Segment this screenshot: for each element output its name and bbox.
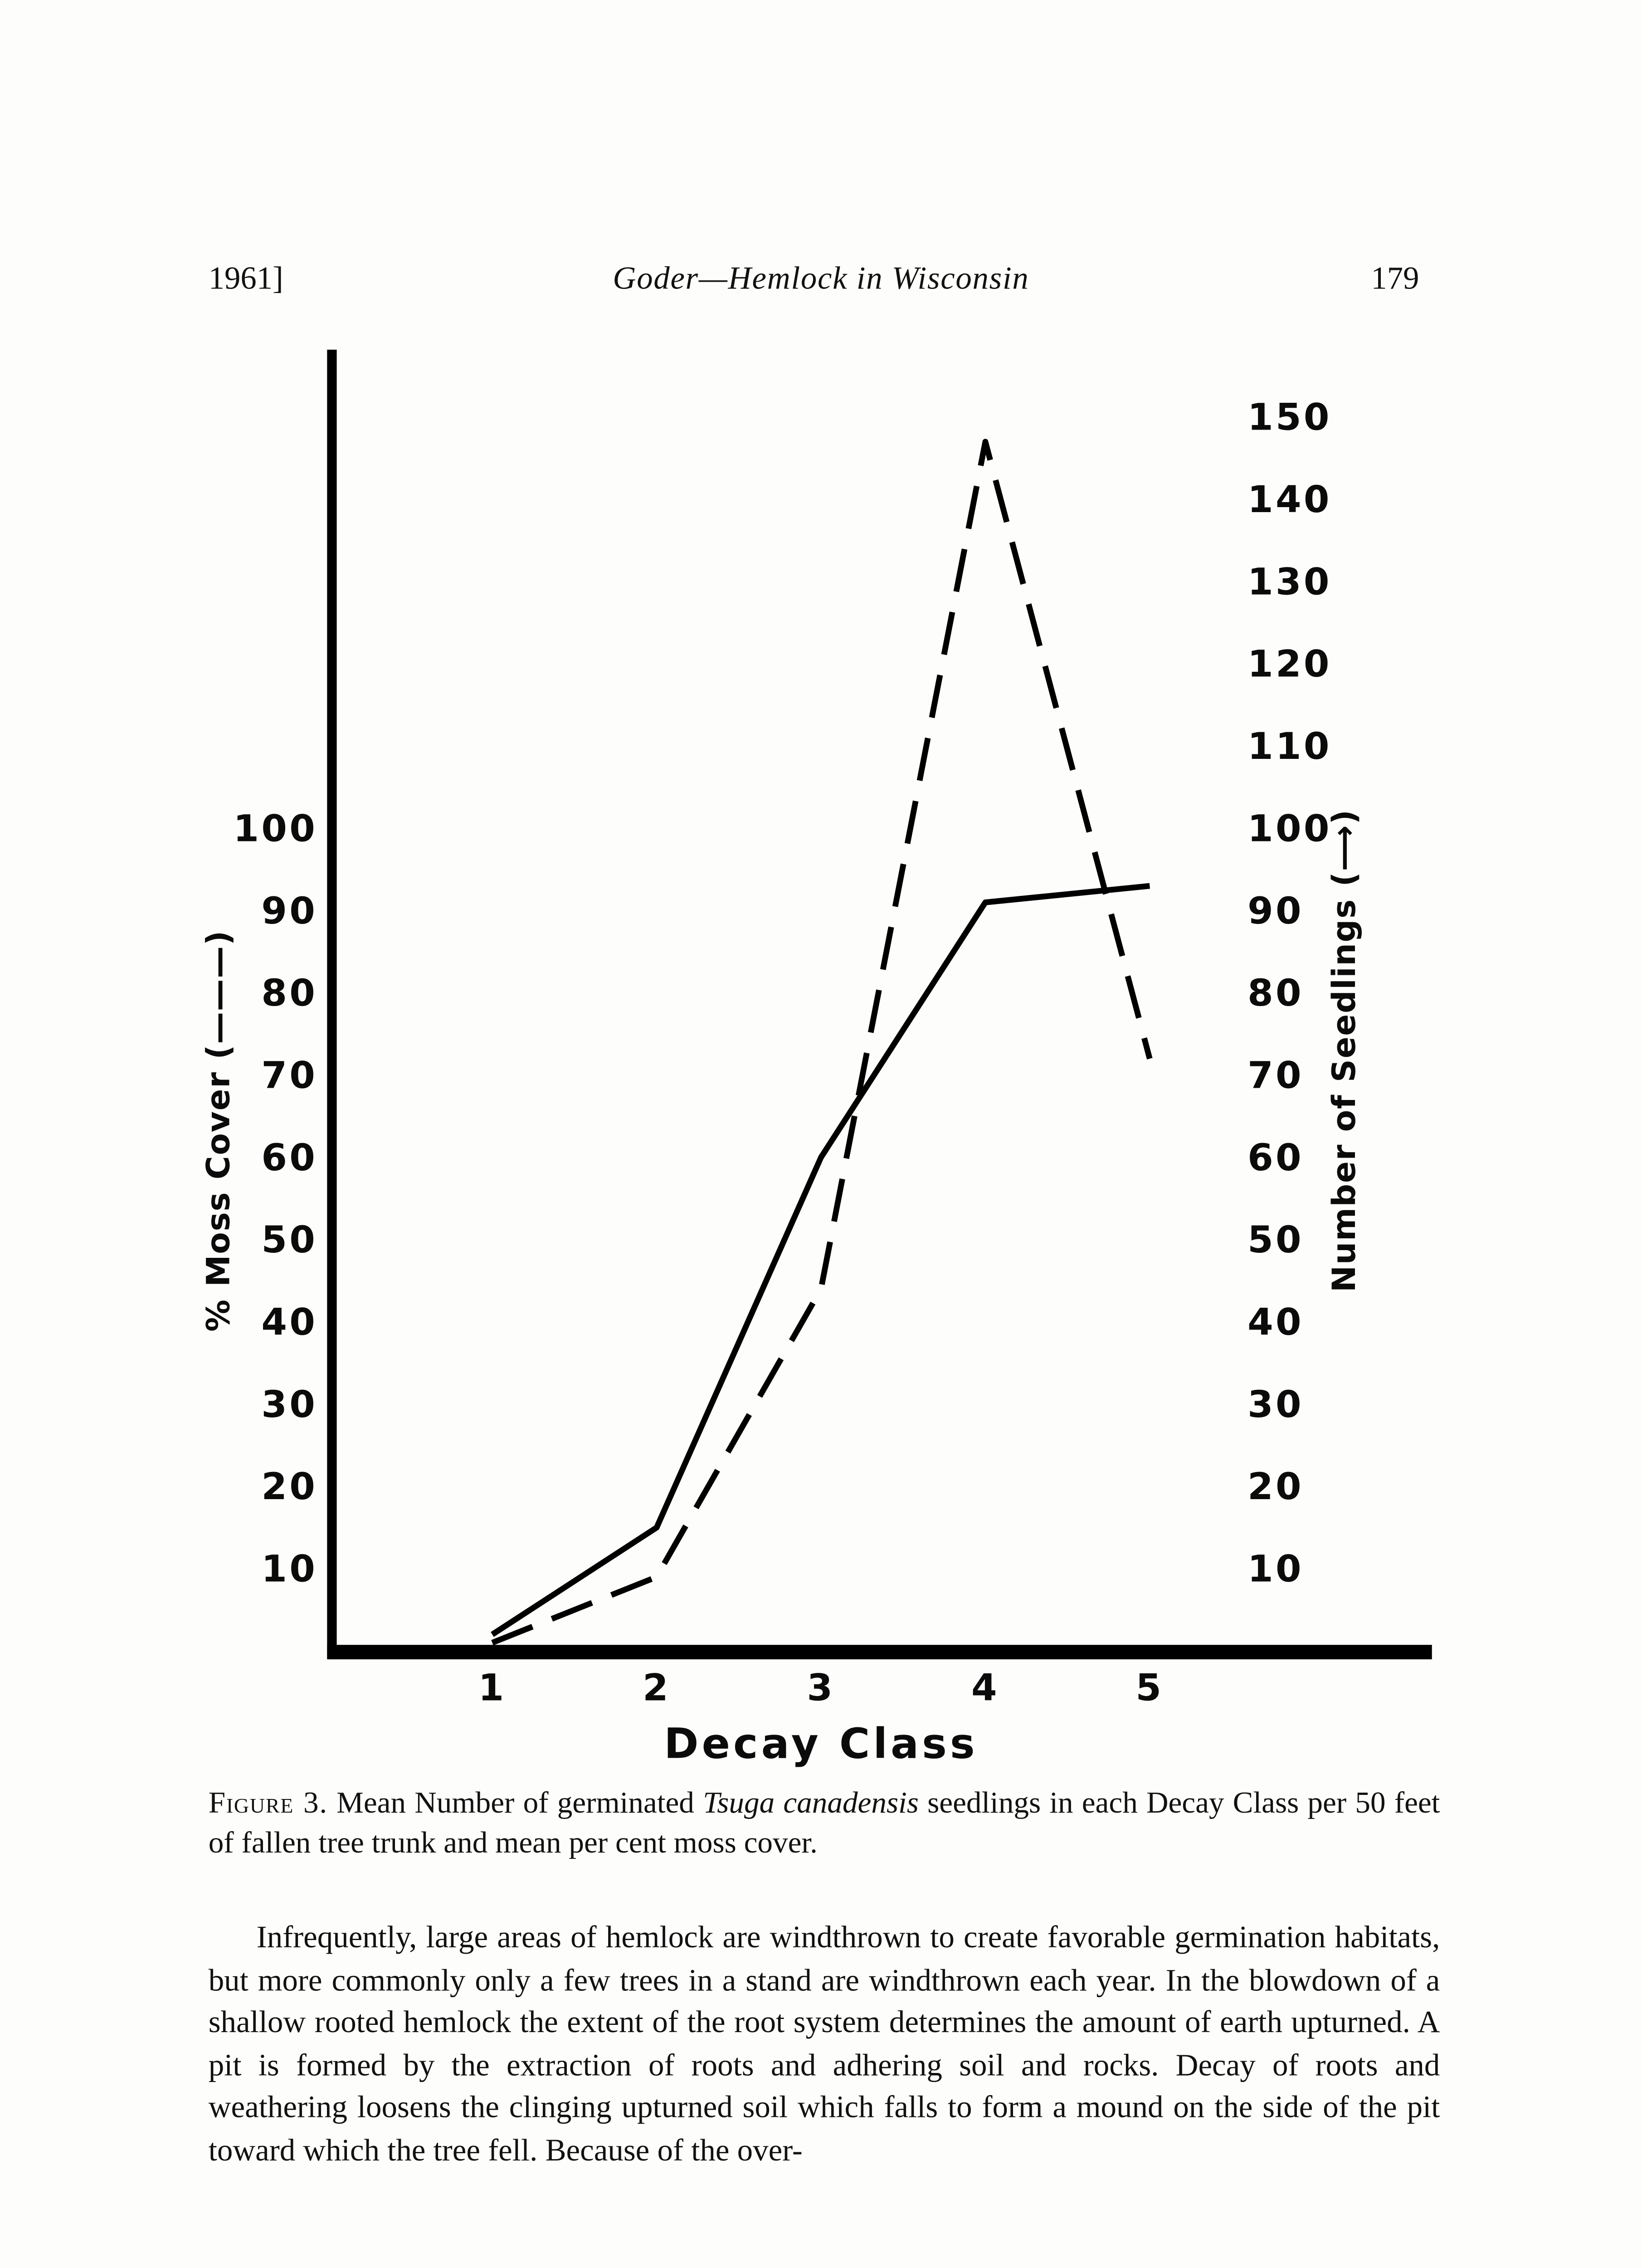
right-axis-tick-10: 10 <box>1247 1548 1304 1591</box>
caption-species-name: Tsuga canadensis <box>703 1787 919 1821</box>
left-axis-tick-60: 60 <box>261 1137 317 1179</box>
right-axis-tick-140: 140 <box>1247 479 1332 521</box>
left-axis-tick-10: 10 <box>261 1548 317 1591</box>
right-axis-tick-80: 80 <box>1247 972 1304 1015</box>
caption-text-pre: Mean Number of germinated <box>327 1787 703 1821</box>
running-head: 1961] Goder—Hemlock in Wisconsin 179 <box>0 261 1642 309</box>
left-axis-tick-50: 50 <box>261 1219 317 1261</box>
right-axis-tick-110: 110 <box>1247 725 1332 768</box>
figure-chart: 1009080706050403020101501401301201101009… <box>200 349 1432 1768</box>
caption-text-post: seedlings in each Decay Class per 50 fee… <box>208 1787 1440 1861</box>
right-axis-tick-90: 90 <box>1247 890 1304 933</box>
right-axis-tick-50: 50 <box>1247 1219 1304 1261</box>
x-axis-tick-5: 5 <box>1135 1667 1164 1709</box>
series-line-number-of-seedlings <box>491 439 1153 1646</box>
left-axis-title: % Moss Cover (———) <box>200 930 237 1332</box>
left-axis-tick-80: 80 <box>261 972 317 1015</box>
header-page-number: 179 <box>1371 261 1419 297</box>
body-paragraph: Infrequently, large areas of hemlock are… <box>208 1921 1440 2168</box>
x-axis-tick-3: 3 <box>807 1667 835 1709</box>
right-axis-tick-30: 30 <box>1247 1383 1304 1426</box>
left-axis-tick-70: 70 <box>261 1054 317 1097</box>
caption-figure-label: Figure 3. <box>208 1787 328 1821</box>
body-text-block: Infrequently, large areas of hemlock are… <box>209 1918 1440 2173</box>
figure-caption: Figure 3. Mean Number of germinated Tsug… <box>209 1784 1440 1864</box>
right-axis-tick-130: 130 <box>1247 561 1332 603</box>
x-axis-tick-4: 4 <box>971 1667 999 1709</box>
right-axis-tick-100: 100 <box>1247 807 1332 850</box>
right-axis-tick-120: 120 <box>1247 643 1332 686</box>
left-axis-tick-40: 40 <box>261 1301 317 1344</box>
header-title: Goder—Hemlock in Wisconsin <box>613 261 1029 297</box>
header-year: 1961] <box>208 261 283 297</box>
right-axis-tick-150: 150 <box>1247 396 1332 439</box>
right-axis-tick-70: 70 <box>1247 1054 1304 1097</box>
left-axis-tick-20: 20 <box>261 1466 317 1508</box>
right-axis-title: Number of Seedlings (⟶) <box>1325 809 1363 1292</box>
series-line--moss-cover <box>491 883 1150 1637</box>
right-axis-tick-60: 60 <box>1247 1137 1304 1179</box>
left-axis-tick-30: 30 <box>261 1383 317 1426</box>
x-axis-tick-1: 1 <box>478 1667 507 1709</box>
left-axis-tick-100: 100 <box>233 807 317 850</box>
right-axis-tick-20: 20 <box>1247 1466 1304 1508</box>
x-axis-tick-2: 2 <box>643 1667 671 1709</box>
left-axis-tick-90: 90 <box>261 890 317 933</box>
x-axis-title: Decay Class <box>664 1720 978 1768</box>
right-axis-tick-40: 40 <box>1247 1301 1304 1344</box>
